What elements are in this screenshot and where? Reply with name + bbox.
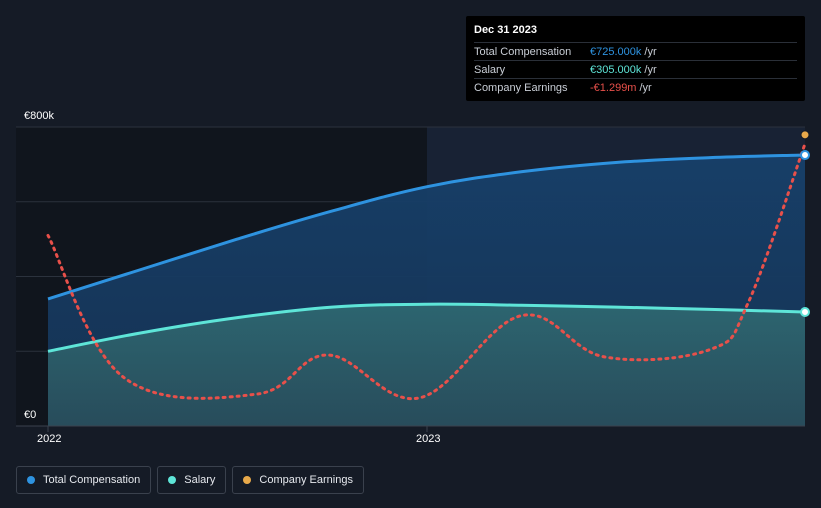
tooltip-label: Total Compensation: [474, 45, 572, 58]
company-earnings-end-marker[interactable]: [800, 130, 810, 140]
legend-dot-icon: [168, 476, 177, 484]
chart-legend: Total Compensation Salary Company Earnin…: [16, 466, 364, 494]
legend-label: Company Earnings: [259, 474, 353, 486]
tooltip-value: -€1.299m: [590, 81, 637, 94]
y-tick-top: €800k: [24, 110, 54, 122]
tooltip-label: Salary: [474, 63, 506, 76]
tooltip-value: €725.000k: [590, 45, 642, 58]
total-compensation-end-marker[interactable]: [800, 150, 810, 161]
x-tick-2023: 2023: [416, 433, 440, 445]
legend-item-total-compensation[interactable]: Total Compensation: [16, 466, 152, 494]
tooltip-unit: /yr: [639, 81, 652, 94]
data-tooltip: Dec 31 2023 Total Compensation €725.000k…: [466, 16, 805, 101]
legend-dot-icon: [27, 476, 35, 484]
total-compensation-line: [47, 153, 806, 301]
legend-item-salary[interactable]: Salary: [157, 466, 227, 494]
tooltip-value: €305.000k: [590, 63, 642, 76]
legend-item-company-earnings[interactable]: Company Earnings: [232, 466, 364, 494]
tooltip-label: Company Earnings: [474, 81, 568, 94]
tooltip-row-salary: Salary €305.000k /yr: [474, 61, 797, 79]
legend-dot-icon: [243, 476, 252, 484]
company-earnings-line: [46, 142, 807, 401]
legend-label: Total Compensation: [43, 474, 141, 486]
salary-line: [47, 302, 806, 353]
salary-end-marker[interactable]: [800, 307, 810, 318]
tooltip-date: Dec 31 2023: [474, 24, 797, 43]
tooltip-unit: /yr: [644, 63, 657, 76]
y-tick-zero: €0: [24, 409, 36, 421]
tooltip-row-company-earnings: Company Earnings -€1.299m /yr: [474, 79, 797, 96]
x-tick-2022: 2022: [37, 433, 61, 445]
legend-label: Salary: [184, 474, 216, 486]
tooltip-unit: /yr: [644, 45, 657, 58]
tooltip-row-total-compensation: Total Compensation €725.000k /yr: [474, 43, 797, 61]
